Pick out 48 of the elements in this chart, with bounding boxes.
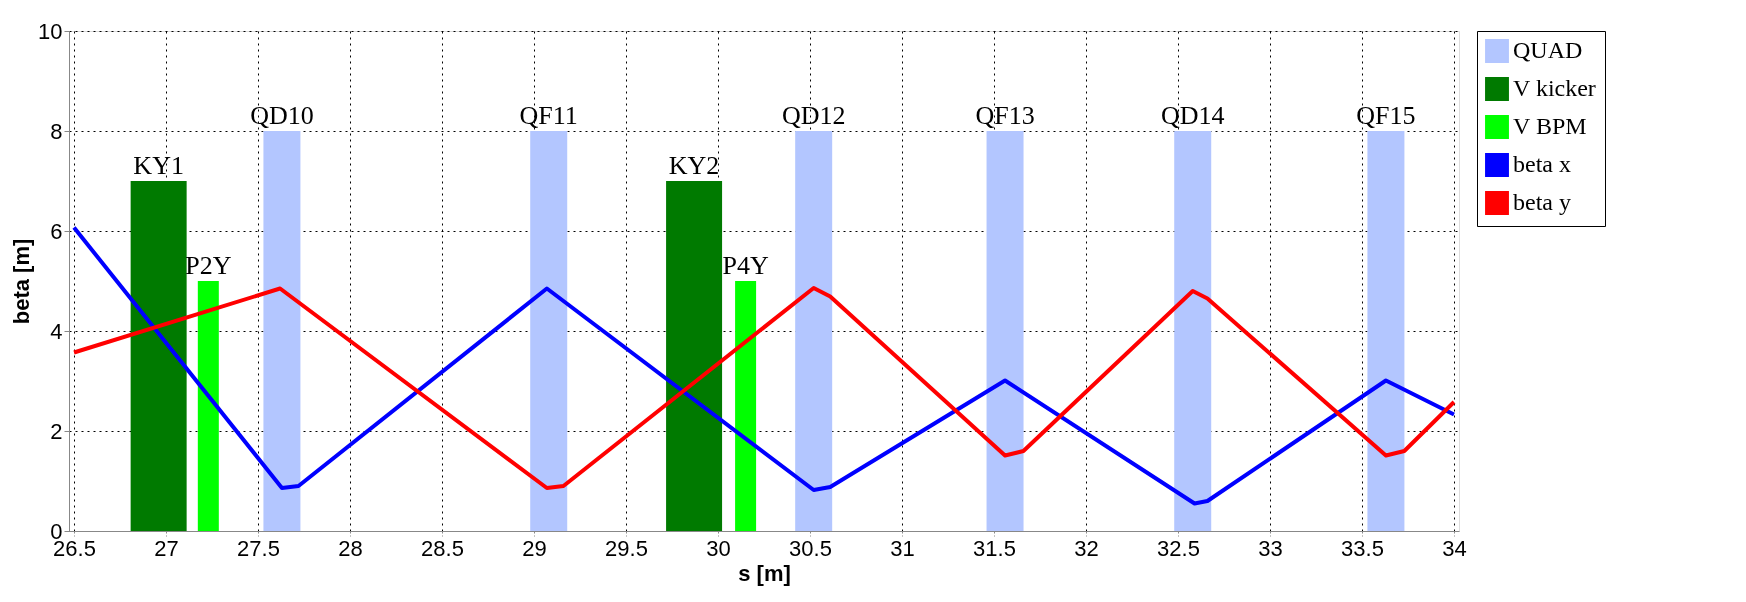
annotation: QF11	[519, 101, 578, 130]
line-series	[72, 225, 1456, 506]
annotation: P4Y	[722, 251, 769, 280]
x-tick-label: 31	[890, 535, 915, 561]
y-tick-label: 2	[50, 418, 63, 444]
x-axis-title: s [m]	[738, 560, 791, 586]
x-tick-label: 29.5	[605, 535, 648, 561]
y-tick-label: 8	[50, 118, 63, 144]
annotation: KY1	[133, 151, 184, 180]
bar	[130, 181, 187, 531]
x-tick-label: 28.5	[421, 535, 464, 561]
legend-label: V kicker	[1513, 75, 1596, 101]
bar	[986, 131, 1024, 531]
legend-label: beta y	[1513, 189, 1571, 215]
annotation: QD14	[1160, 101, 1225, 130]
annotation: QD10	[250, 101, 314, 130]
bar	[795, 131, 833, 531]
annotation: QD12	[781, 101, 846, 130]
annotation: KY2	[668, 151, 720, 180]
x-tick-label: 31.5	[973, 535, 1016, 561]
x-tick-label: 28	[338, 535, 363, 561]
x-tick-label: 32	[1074, 535, 1099, 561]
x-tick-label: 34	[1442, 535, 1467, 561]
legend-label: beta x	[1513, 151, 1571, 177]
bar	[263, 131, 301, 531]
y-tick-label: 4	[50, 318, 63, 344]
y-tick-label: 10	[38, 18, 63, 44]
line-series	[72, 286, 1456, 490]
y-tick-label: 6	[50, 218, 63, 244]
x-tick-label: 29	[522, 535, 547, 561]
x-tick-label: 30.5	[789, 535, 832, 561]
x-tick-label: 27.5	[237, 535, 280, 561]
annotation: QF13	[975, 101, 1035, 130]
x-tick-label: 32.5	[1157, 535, 1200, 561]
bar	[1367, 131, 1405, 531]
bar	[197, 281, 219, 531]
bar	[530, 131, 568, 531]
legend-label: V BPM	[1513, 113, 1587, 139]
annotation: QF15	[1356, 101, 1416, 130]
bar	[666, 181, 723, 531]
x-tick-label: 33	[1258, 535, 1283, 561]
x-tick-label: 33.5	[1341, 535, 1384, 561]
legend-label: QUAD	[1513, 37, 1583, 63]
bar	[1174, 131, 1212, 531]
bar	[735, 281, 757, 531]
x-tick-label: 30	[706, 535, 731, 561]
x-tick-label: 27	[154, 535, 179, 561]
y-axis-title: beta [m]	[9, 238, 35, 325]
